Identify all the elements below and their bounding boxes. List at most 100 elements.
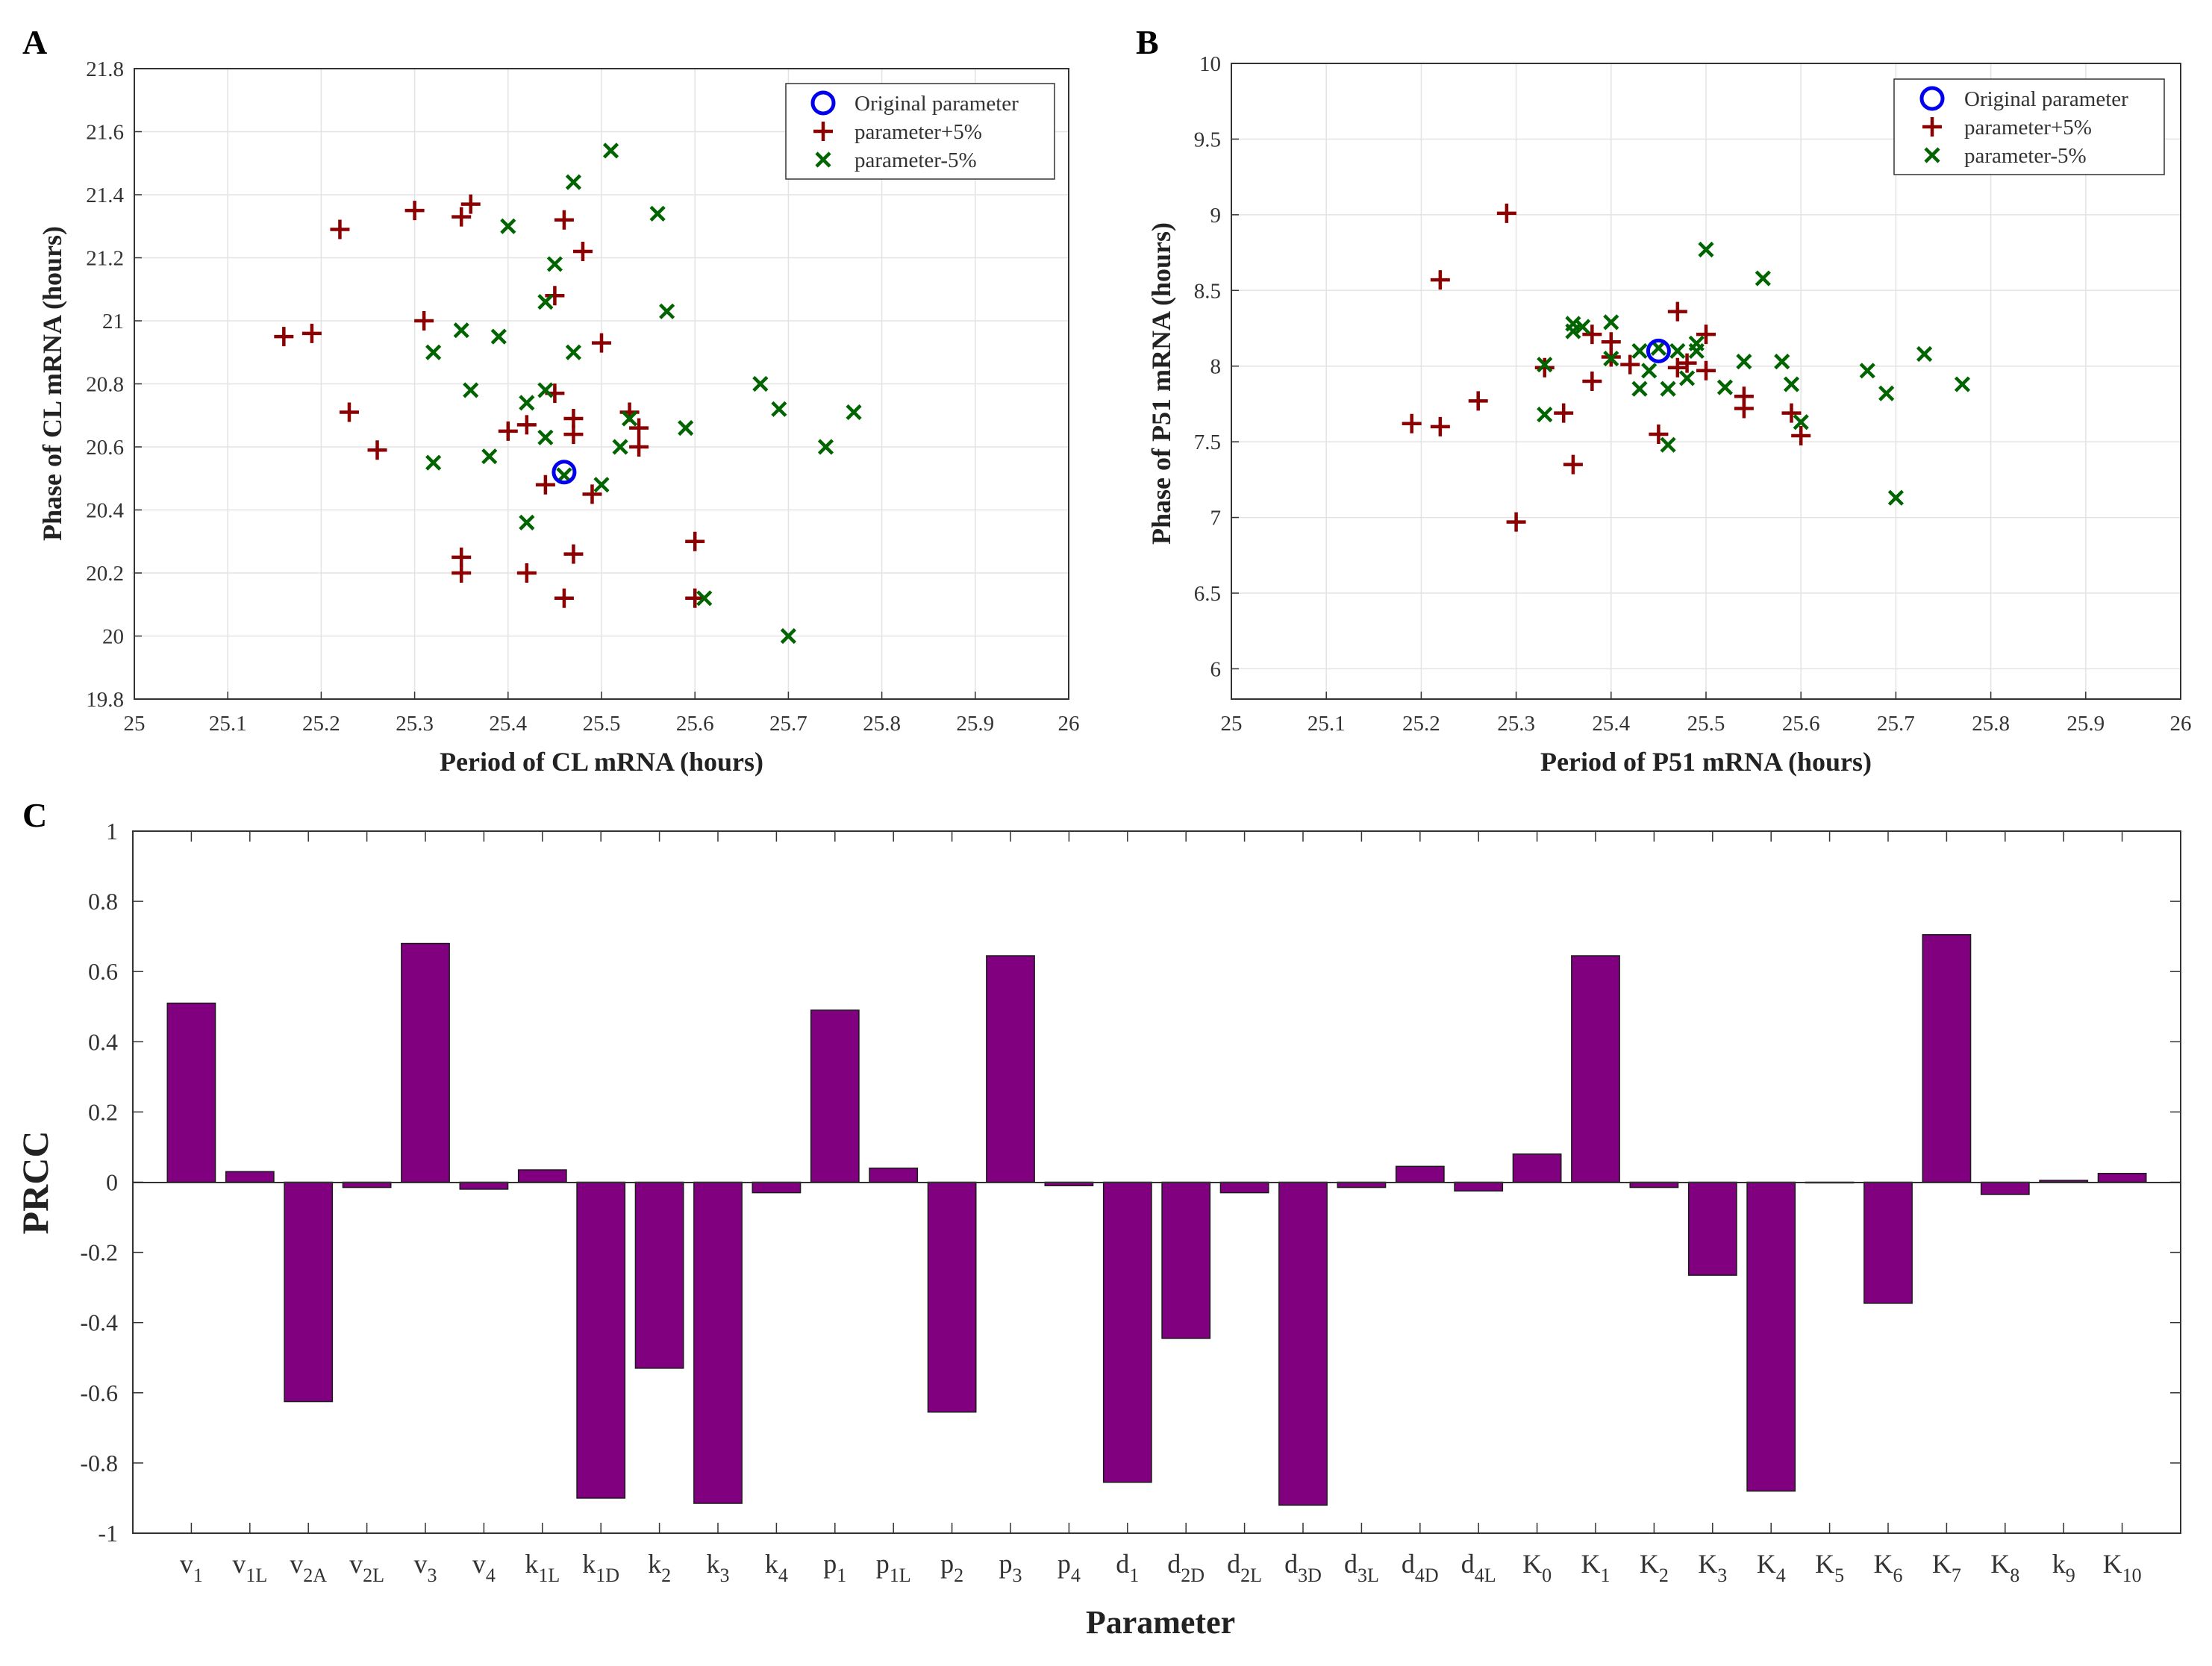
legend-marker-plus (1922, 117, 1942, 137)
x-tick-label-k2: k2 (648, 1549, 671, 1586)
x-tick-label-d2D: d2D (1167, 1549, 1205, 1586)
x-tick-label-K2: K2 (1640, 1549, 1669, 1586)
data-point-plus (592, 333, 611, 353)
y-tick-label: 21.2 (86, 247, 124, 271)
data-point-x (453, 322, 469, 339)
data-point-plus (554, 210, 574, 230)
data-point-plus (460, 194, 481, 214)
bar-K3 (1687, 1181, 1737, 1276)
data-point-circle (1646, 338, 1671, 363)
x-tick-label-p4: p4 (1057, 1549, 1081, 1586)
panel-b: B 25 25.1 25.2 25.3 25.4 25.5 25.6 25.7 25.8 25.9… (1136, 23, 2192, 777)
x-tick-label: 25.7 (1877, 712, 1915, 736)
y-tick-label: 1 (106, 818, 118, 845)
bar-d4L (1454, 1181, 1504, 1192)
y-tick-label: 21.8 (86, 57, 124, 81)
panel-c-tick-marks (190, 831, 2123, 1533)
panel-c-y-label: PRCC (14, 1131, 56, 1235)
x-tick-label-v3: v3 (414, 1549, 437, 1586)
y-tick-label: 20.8 (86, 373, 124, 397)
x-tick-label: 25.4 (489, 712, 527, 736)
bar-d2L (1219, 1181, 1269, 1194)
x-tick-label-d3D: d3D (1284, 1549, 1322, 1586)
panel-a-label: A (22, 23, 47, 61)
data-point-x (696, 590, 713, 607)
panel-c: C -1 -0.8 -0.6 -0.4 -0.2 0 0.2 0.4 0.6 0.8 1 v1 v1L… (14, 796, 2181, 1641)
y-tick-label: 0 (106, 1169, 118, 1196)
data-point-plus (1430, 416, 1450, 436)
bar-K1 (1571, 955, 1620, 1183)
panel-b-legend-label-minus5: parameter-5% (1964, 144, 2087, 168)
x-tick-label-K1: K1 (1581, 1549, 1610, 1586)
data-point-plus (302, 323, 322, 343)
panel-b-y-label: Phase of P51 mRNA (hours) (1146, 222, 1176, 545)
panel-a: A 25 25.1 25.2 25.3 25.4 25.5 25.6 25.7 25.8 25.9… (22, 23, 1080, 777)
data-point-x (1631, 381, 1648, 397)
data-point-x (481, 448, 498, 465)
bar-k3 (693, 1181, 743, 1504)
data-point-plus (1667, 357, 1687, 378)
data-point-x (1678, 370, 1696, 386)
bar-k4 (752, 1181, 802, 1194)
data-point-x (1783, 376, 1800, 392)
data-point-x (846, 404, 862, 421)
panel-b-x-label: Period of P51 mRNA (hours) (1540, 747, 1872, 777)
x-tick-label: 25.1 (209, 712, 247, 736)
data-point-plus (274, 327, 294, 347)
panel-c-x-ticks: v1 v1L v2A v2L v3 v4 k1L k1D k2 k3 k4 p1 p1L p2 p3 p4 d1… (180, 1549, 2142, 1586)
legend-marker-circle (1919, 86, 1945, 111)
x-tick-label: 25.8 (1972, 712, 2010, 736)
x-tick-label: 25.2 (1402, 712, 1440, 736)
data-point-x (537, 429, 554, 445)
data-point-plus (1791, 426, 1811, 446)
data-point-plus (535, 475, 555, 495)
panel-a-legend: Original parameter parameter+5% paramete… (785, 83, 1055, 180)
panel-c-bars (166, 934, 2147, 1506)
panel-c-x-label: Parameter (1086, 1604, 1235, 1641)
x-tick-label-v2A: v2A (290, 1549, 327, 1586)
bar-k1D (576, 1181, 626, 1499)
data-point-plus (516, 563, 537, 583)
panel-a-y-ticks: 19.8 20 20.2 20.4 20.6 20.8 21 21.2 21.4 21.6 21.8 (86, 57, 142, 712)
x-tick-label: 25.7 (769, 712, 807, 736)
y-tick-label: 0.4 (88, 1028, 118, 1055)
bar-p1 (810, 1009, 860, 1183)
panel-b-legend-marker-plus5 (1922, 117, 1942, 137)
data-point-x (1755, 270, 1771, 286)
data-point-x (1916, 345, 1933, 363)
x-tick-label-K0: K0 (1522, 1549, 1552, 1586)
x-tick-label-k3: k3 (707, 1549, 730, 1586)
data-point-x (1736, 354, 1752, 370)
legend-marker-x (1924, 147, 1940, 163)
data-point-plus (685, 588, 705, 608)
x-tick-label: 25.3 (1497, 712, 1535, 736)
y-tick-label: 21.4 (86, 184, 124, 207)
x-tick-label: 25 (1221, 712, 1243, 736)
y-tick-label: -0.4 (80, 1309, 118, 1336)
data-point-x (565, 174, 582, 190)
y-tick-label: 20.6 (86, 436, 124, 460)
data-point-x (1669, 342, 1686, 360)
x-tick-label: 25.6 (676, 712, 714, 736)
bar-K6 (1863, 1181, 1913, 1304)
data-point-x (425, 344, 442, 360)
data-point-x (1537, 407, 1553, 423)
bar-K7 (1922, 934, 1972, 1183)
y-tick-label: -0.6 (80, 1380, 118, 1406)
data-point-plus (554, 588, 574, 608)
data-point-x (593, 477, 610, 493)
data-point-plus (1696, 325, 1716, 345)
panel-a-legend-label-original: Original parameter (855, 92, 1019, 116)
data-point-x (490, 328, 507, 345)
data-point-x (780, 627, 796, 645)
x-tick-label: 25.5 (1687, 712, 1725, 736)
y-tick-label: 6.5 (1194, 582, 1221, 606)
data-point-x (463, 382, 479, 398)
legend-marker-circle (810, 90, 836, 116)
panel-b-legend-marker-original (1919, 86, 1945, 111)
data-point-x (519, 514, 535, 530)
x-tick-label-p3: p3 (999, 1549, 1022, 1586)
data-point-x (621, 410, 638, 427)
data-point-plus (629, 437, 649, 457)
